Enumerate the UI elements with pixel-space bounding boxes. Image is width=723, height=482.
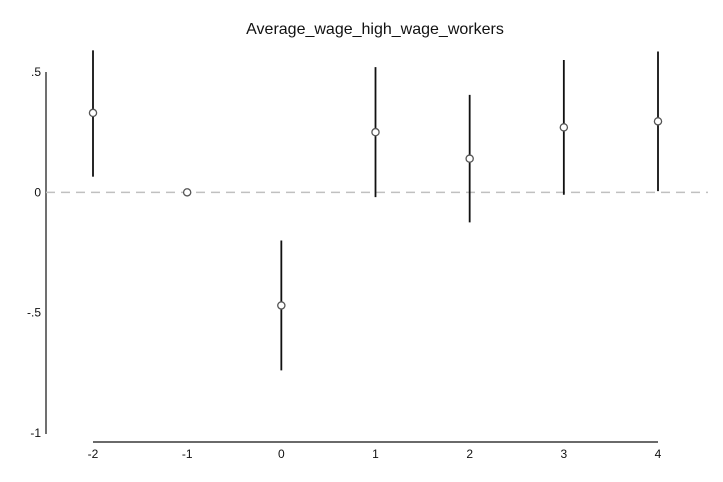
y-tick-label: .5 [31,65,41,79]
y-tick-label: 0 [34,185,41,199]
y-tick-label: -.5 [27,306,41,320]
confidence-intervals [92,50,659,371]
point-estimate-marker [559,123,569,132]
point-estimates [88,108,663,310]
x-tick-label: 4 [655,447,662,461]
point-estimate-marker [277,301,286,310]
chart-title: Average_wage_high_wage_workers [246,21,504,38]
x-tick-labels: -2 -1 0 1 2 3 4 [88,447,662,461]
point-estimate-marker [88,108,98,118]
y-tick-label: -1 [30,426,41,440]
point-estimate-marker [182,188,192,197]
y-tick-labels: .5 0 -.5 -1 [27,65,41,440]
x-tick-label: -2 [88,447,99,461]
x-tick-label: 1 [372,447,379,461]
x-tick-label: 0 [278,447,285,461]
point-estimate-marker [465,154,474,163]
x-tick-label: 3 [560,447,567,461]
point-estimate-marker [371,127,380,137]
x-tick-label: 2 [466,447,473,461]
point-estimate-marker [653,117,663,126]
x-tick-label: -1 [182,447,193,461]
